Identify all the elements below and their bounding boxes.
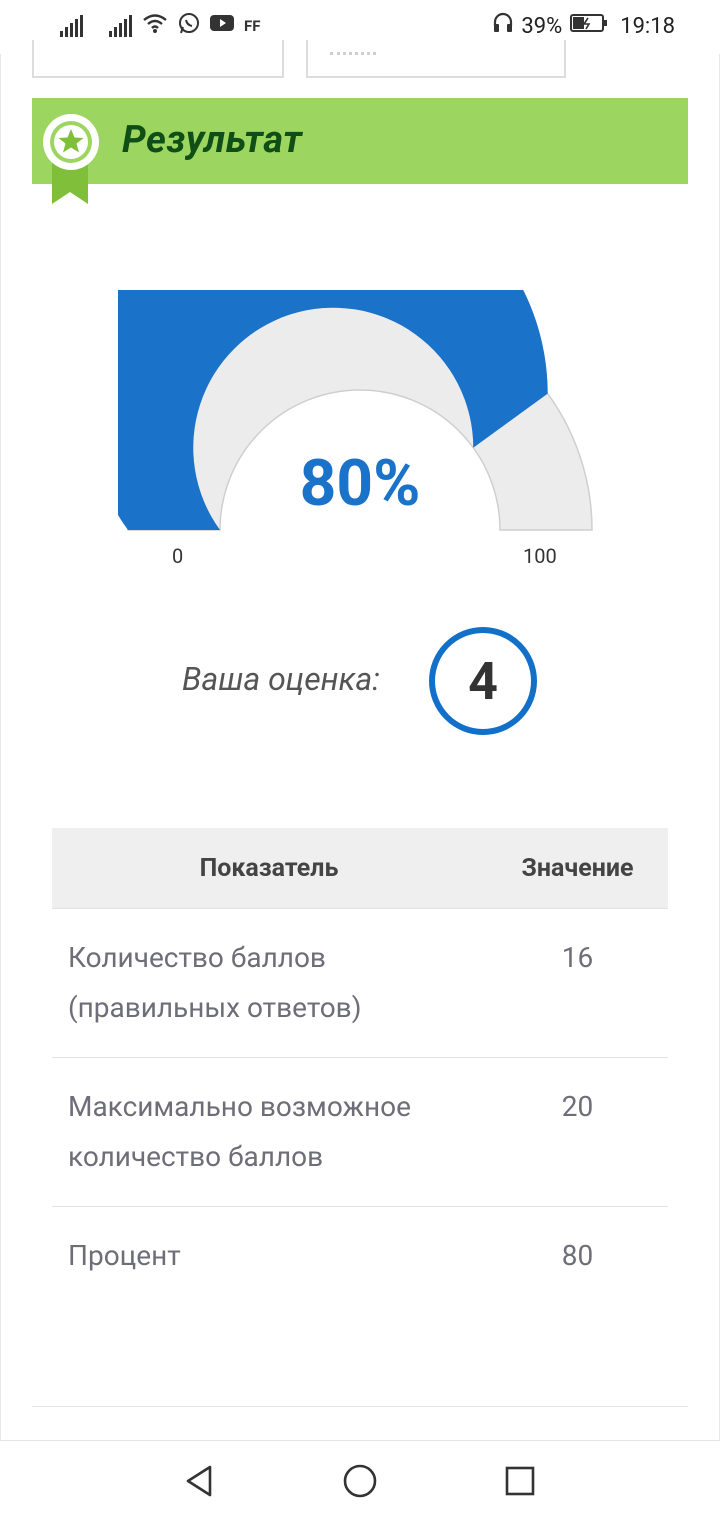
section-divider: [32, 1406, 688, 1407]
row-value: 80: [561, 1239, 594, 1272]
row-name: Количество баллов (правильных ответов): [52, 908, 487, 1058]
home-circle-icon[interactable]: [340, 1461, 380, 1501]
status-icons-left: FF: [60, 12, 260, 40]
table-row: Максимально возможное количество баллов …: [52, 1057, 668, 1207]
back-triangle-icon[interactable]: [180, 1461, 220, 1501]
result-title: Результат: [122, 118, 303, 162]
gauge-percent-label: 80%: [299, 446, 421, 521]
row-name: Максимально возможное количество баллов: [52, 1057, 487, 1207]
score-gauge: [118, 290, 593, 531]
clock: 19:18: [620, 13, 675, 39]
column-header-value: Значение: [487, 828, 668, 909]
table-header-row: Показатель Значение: [52, 828, 668, 909]
award-star-icon: [42, 108, 104, 206]
youtube-icon: [210, 14, 234, 38]
gauge-max-label: 100: [523, 544, 557, 568]
grade-value: 4: [468, 650, 498, 712]
system-nav-bar: [0, 1440, 720, 1521]
whatsapp-icon: [178, 12, 200, 40]
grade-label: Ваша оценка:: [182, 660, 380, 698]
row-value: 16: [487, 908, 668, 1058]
headset-icon: [493, 12, 513, 40]
status-icons-right: 39% 19:18: [493, 12, 675, 40]
result-header: Результат: [32, 98, 688, 184]
results-table: Показатель Значение Количество баллов (п…: [52, 828, 668, 1305]
row-name: Процент: [68, 1239, 181, 1272]
recents-square-icon[interactable]: [500, 1461, 540, 1501]
battery-percent: 39%: [521, 13, 563, 39]
top-field-right[interactable]: [306, 40, 566, 78]
battery-icon: [570, 13, 608, 39]
top-field-left[interactable]: [32, 40, 284, 78]
grade-circle: 4: [429, 627, 537, 735]
ff-icon: FF: [244, 17, 261, 35]
gauge-fill: [118, 290, 548, 530]
table-row: Количество баллов (правильных ответов) 1…: [52, 908, 668, 1058]
row-value: 20: [487, 1057, 668, 1207]
signal-icon: [60, 15, 83, 37]
column-header-indicator: Показатель: [52, 828, 487, 909]
signal-icon: [109, 15, 132, 37]
wifi-icon: [142, 12, 168, 40]
table-row: Процент 80: [52, 1207, 668, 1306]
gauge-min-label: 0: [172, 544, 184, 568]
field-placeholder-dashes: [330, 52, 376, 59]
